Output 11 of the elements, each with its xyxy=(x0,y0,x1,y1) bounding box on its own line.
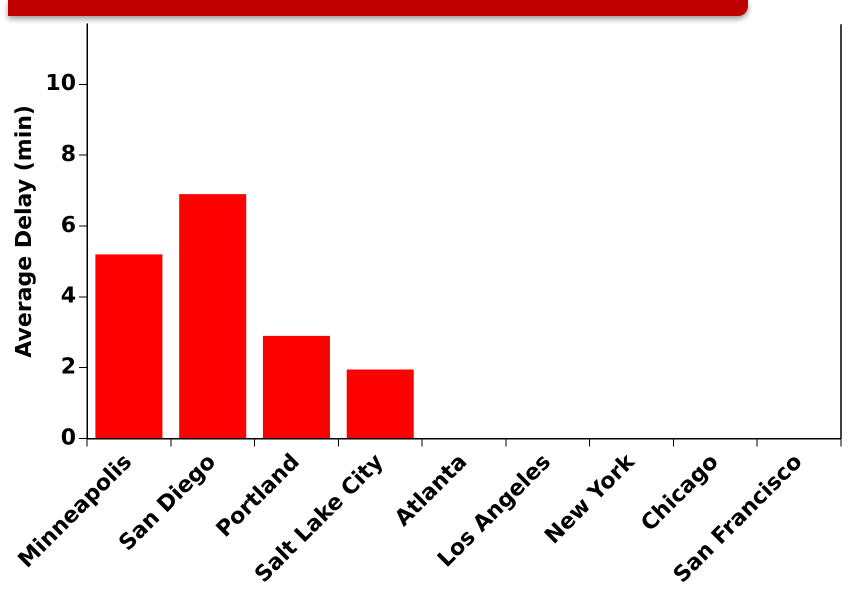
y-tick-label: 2 xyxy=(60,354,76,380)
y-axis-title: Average Delay (min) xyxy=(12,105,37,358)
y-tick-label: 6 xyxy=(60,212,76,238)
y-tick-label: 10 xyxy=(45,71,76,96)
y-tick-label: 0 xyxy=(60,425,76,450)
bar xyxy=(346,369,414,438)
bar xyxy=(95,254,162,438)
bar xyxy=(262,336,330,438)
y-tick-label: 8 xyxy=(60,142,76,167)
y-tick-label: 4 xyxy=(60,284,76,309)
bar xyxy=(179,194,246,438)
